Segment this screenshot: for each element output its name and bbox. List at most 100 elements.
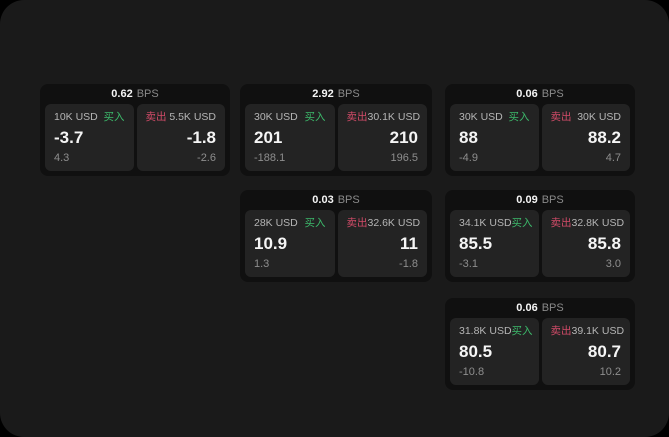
quote-panels: 28K USD 买入 10.9 1.3 卖出 32.6K USD 11 -1.8 [240, 210, 432, 277]
sell-price: 85.8 [587, 234, 621, 253]
buy-side-label: 买入 [511, 325, 533, 337]
sell-quote-panel[interactable]: 卖出 30K USD 88.2 4.7 [541, 104, 630, 171]
buy-panel-top: 30K USD 买入 [459, 111, 530, 124]
sell-notional: 32.8K USD [571, 217, 625, 229]
buy-quote-panel[interactable]: 34.1K USD 买入 85.5 -3.1 [450, 210, 539, 277]
buy-notional: 30K USD [459, 111, 503, 123]
bps-value: 0.06 [516, 302, 538, 314]
bps-value: 0.06 [516, 88, 538, 100]
sell-panel-top: 卖出 32.8K USD [551, 217, 625, 230]
buy-quote-panel[interactable]: 10K USD 买入 -3.7 4.3 [45, 104, 134, 171]
buy-price: 88 [459, 128, 478, 147]
sell-price: 88.2 [587, 128, 621, 147]
sell-notional: 5.5K USD [169, 111, 216, 123]
sell-price: 80.7 [587, 342, 621, 361]
sell-panel-top: 卖出 30.1K USD [346, 111, 421, 124]
quote-card-1: 0.62 BPS 10K USD 买入 -3.7 4.3 卖出 5.5K USD… [40, 84, 230, 176]
quote-card-5: 0.09 BPS 34.1K USD 买入 85.5 -3.1 卖出 32.8K… [445, 190, 635, 282]
sell-sub-value: 10.2 [599, 366, 621, 378]
buy-panel-top: 31.8K USD 买入 [459, 325, 533, 338]
sell-price: 210 [389, 128, 418, 147]
buy-price: 80.5 [459, 342, 493, 361]
sell-side-label: 卖出 [550, 325, 572, 337]
bps-unit-label: BPS [541, 194, 564, 206]
buy-price: 201 [254, 128, 283, 147]
buy-sub-value: -10.8 [459, 366, 485, 378]
sell-quote-panel[interactable]: 卖出 32.6K USD 11 -1.8 [337, 210, 427, 277]
sell-quote-panel[interactable]: 卖出 30.1K USD 210 196.5 [337, 104, 427, 171]
sell-panel-top: 卖出 30K USD [551, 111, 622, 124]
buy-panel-top: 34.1K USD 买入 [459, 217, 533, 230]
sell-notional: 30K USD [577, 111, 621, 123]
quote-card-3: 0.06 BPS 30K USD 买入 88 -4.9 卖出 30K USD 8… [445, 84, 635, 176]
quote-panels: 34.1K USD 买入 85.5 -3.1 卖出 32.8K USD 85.8… [445, 210, 635, 277]
bps-unit-label: BPS [337, 194, 360, 206]
bps-unit-label: BPS [541, 88, 564, 100]
sell-notional: 32.6K USD [367, 217, 421, 229]
sell-sub-value: 3.0 [605, 258, 621, 270]
sell-panel-top: 卖出 32.6K USD [346, 217, 421, 230]
sell-quote-panel[interactable]: 卖出 5.5K USD -1.8 -2.6 [136, 104, 225, 171]
sell-side-label: 卖出 [145, 111, 167, 123]
buy-quote-panel[interactable]: 31.8K USD 买入 80.5 -10.8 [450, 318, 539, 385]
bps-value: 0.03 [312, 194, 334, 206]
buy-panel-top: 30K USD 买入 [254, 111, 326, 124]
bps-value: 2.92 [312, 88, 334, 100]
card-header: 0.03 BPS [240, 190, 432, 210]
bps-value: 0.62 [111, 88, 133, 100]
buy-sub-value: -3.1 [459, 258, 478, 270]
buy-price: 10.9 [254, 234, 288, 253]
sell-notional: 39.1K USD [571, 325, 625, 337]
sell-notional: 30.1K USD [367, 111, 421, 123]
buy-quote-panel[interactable]: 28K USD 买入 10.9 1.3 [245, 210, 335, 277]
bps-unit-label: BPS [136, 88, 159, 100]
sell-price: -1.8 [186, 128, 216, 147]
card-header: 2.92 BPS [240, 84, 432, 104]
buy-quote-panel[interactable]: 30K USD 买入 88 -4.9 [450, 104, 539, 171]
card-header: 0.09 BPS [445, 190, 635, 210]
buy-sub-value: 1.3 [254, 258, 270, 270]
quote-card-4: 0.03 BPS 28K USD 买入 10.9 1.3 卖出 32.6K US… [240, 190, 432, 282]
sell-price: 11 [400, 234, 418, 253]
card-header: 0.06 BPS [445, 298, 635, 318]
quote-card-6: 0.06 BPS 31.8K USD 买入 80.5 -10.8 卖出 39.1… [445, 298, 635, 390]
bps-unit-label: BPS [337, 88, 360, 100]
bps-unit-label: BPS [541, 302, 564, 314]
buy-notional: 34.1K USD [459, 217, 512, 229]
sell-side-label: 卖出 [346, 217, 368, 229]
buy-notional: 28K USD [254, 217, 298, 229]
buy-panel-top: 28K USD 买入 [254, 217, 326, 230]
sell-sub-value: -2.6 [197, 152, 216, 164]
sell-side-label: 卖出 [550, 111, 572, 123]
buy-quote-panel[interactable]: 30K USD 买入 201 -188.1 [245, 104, 335, 171]
card-header: 0.06 BPS [445, 84, 635, 104]
buy-side-label: 买入 [508, 111, 530, 123]
sell-quote-panel[interactable]: 卖出 39.1K USD 80.7 10.2 [541, 318, 630, 385]
buy-side-label: 买入 [304, 111, 326, 123]
quote-panels: 30K USD 买入 201 -188.1 卖出 30.1K USD 210 1… [240, 104, 432, 171]
sell-quote-panel[interactable]: 卖出 32.8K USD 85.8 3.0 [541, 210, 630, 277]
buy-side-label: 买入 [511, 217, 533, 229]
sell-sub-value: 196.5 [390, 152, 418, 164]
buy-price: -3.7 [54, 128, 84, 147]
buy-notional: 31.8K USD [459, 325, 512, 337]
quote-card-2: 2.92 BPS 30K USD 买入 201 -188.1 卖出 30.1K … [240, 84, 432, 176]
bps-value: 0.09 [516, 194, 538, 206]
buy-side-label: 买入 [103, 111, 125, 123]
quote-panels: 30K USD 买入 88 -4.9 卖出 30K USD 88.2 4.7 [445, 104, 635, 171]
buy-side-label: 买入 [304, 217, 326, 229]
buy-notional: 10K USD [54, 111, 98, 123]
buy-sub-value: -188.1 [254, 152, 286, 164]
quote-panels: 10K USD 买入 -3.7 4.3 卖出 5.5K USD -1.8 -2.… [40, 104, 230, 171]
buy-sub-value: -4.9 [459, 152, 478, 164]
buy-notional: 30K USD [254, 111, 298, 123]
buy-sub-value: 4.3 [54, 152, 70, 164]
card-header: 0.62 BPS [40, 84, 230, 104]
buy-panel-top: 10K USD 买入 [54, 111, 125, 124]
sell-sub-value: -1.8 [399, 258, 418, 270]
sell-sub-value: 4.7 [605, 152, 621, 164]
sell-panel-top: 卖出 39.1K USD [550, 325, 625, 338]
buy-price: 85.5 [459, 234, 493, 253]
sell-side-label: 卖出 [346, 111, 368, 123]
